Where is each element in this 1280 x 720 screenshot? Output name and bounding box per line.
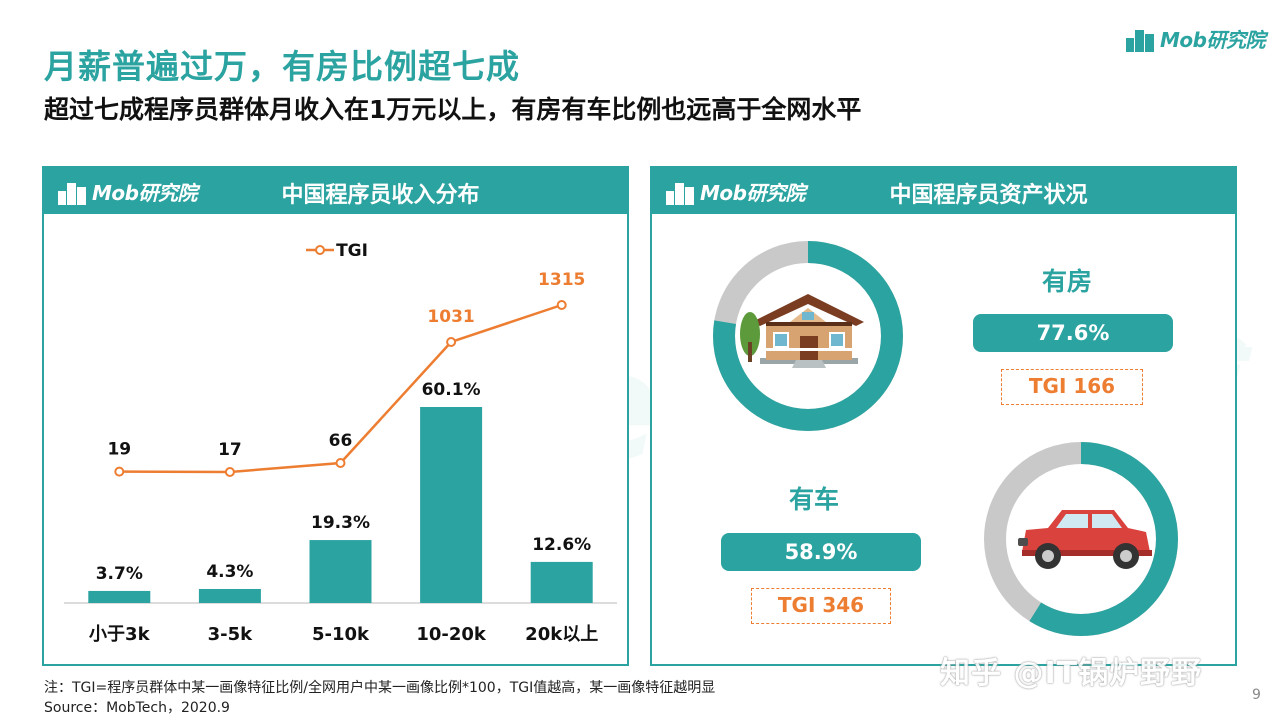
legend-label: TGI (336, 241, 368, 261)
car-tgi-box: TGI 346 (751, 588, 891, 624)
tgi-point-0 (114, 466, 125, 477)
bar-label-3: 60.1% (422, 380, 481, 400)
car-icon (1018, 510, 1152, 569)
car-value-pill: 58.9% (721, 533, 921, 571)
car-donut (984, 442, 1178, 636)
bar-4 (530, 561, 593, 603)
logo-mark-icon (58, 179, 88, 205)
panel-logo: Mob研究院 (666, 177, 805, 206)
assets-panel-header: Mob研究院 中国程序员资产状况 (652, 168, 1235, 214)
bar-label-4: 12.6% (532, 535, 591, 555)
brand-logo: Mob研究院 (1126, 24, 1265, 53)
logo-mark-icon (666, 179, 696, 205)
x-tick-label-4: 20k以上 (525, 624, 598, 645)
footnote: 注：TGI=程序员群体中某一画像特征比例/全网用户中某一画像比例*100，TGI… (44, 680, 716, 696)
logo-mark-icon (1126, 26, 1156, 52)
assets-panel: Mob研究院 中国程序员资产状况 (650, 166, 1237, 666)
tgi-point-3 (446, 337, 457, 347)
house-donut-arc (713, 241, 903, 431)
bar-label-1: 4.3% (206, 562, 253, 582)
source-text: Source：MobTech，2020.9 (44, 700, 230, 716)
tgi-label-3: 1031 (427, 307, 474, 327)
tgi-point-1 (224, 467, 235, 477)
tgi-label-4: 1315 (538, 270, 585, 290)
bar-label-2: 19.3% (311, 513, 370, 533)
logo-text: Mob研究院 (700, 181, 805, 205)
bar-2 (309, 540, 372, 603)
page-number: 9 (1252, 687, 1261, 703)
x-tick-label-2: 5-10k (312, 624, 370, 645)
house-value-pill: 77.6% (973, 314, 1173, 352)
house-donut (713, 241, 903, 431)
tgi-label-1: 17 (218, 440, 242, 460)
bar-0 (88, 590, 151, 603)
overlay-watermark: 知乎 @IT锅炉野野 (940, 656, 1203, 691)
bar-1 (198, 588, 261, 603)
tgi-label-0: 19 (107, 440, 131, 460)
house-icon (740, 294, 864, 368)
bar-label-0: 3.7% (96, 564, 143, 584)
tgi-point-2 (335, 458, 346, 468)
panel-logo: Mob研究院 (58, 177, 197, 206)
tgi-point-4 (556, 300, 567, 310)
income-chart: TGI 3.7% 小于3k 4.3% 3-5k 19.3% 5-10k 60.1% 10-20k… (64, 241, 617, 645)
x-tick-label-3: 10-20k (416, 624, 487, 645)
x-tick-label-0: 小于3k (89, 624, 151, 645)
income-panel-title: 中国程序员收入分布 (281, 183, 480, 208)
tgi-label-2: 66 (329, 431, 353, 451)
house-label: 有房 (1042, 267, 1093, 296)
page-title: 月薪普遍过万，有房比例超七成 (44, 47, 520, 86)
x-tick-label-1: 3-5k (208, 624, 254, 645)
bar-3 (420, 407, 483, 603)
logo-text: Mob研究院 (1160, 28, 1265, 52)
logo-text: Mob研究院 (92, 181, 197, 205)
house-tgi-box: TGI 166 (1001, 369, 1143, 405)
legend-marker (315, 245, 325, 255)
page-subtitle: 超过七成程序员群体月收入在1万元以上，有房有车比例也远高于全网水平 (44, 95, 862, 124)
car-donut-arc (984, 442, 1178, 636)
car-label: 有车 (789, 485, 840, 514)
assets-panel-title: 中国程序员资产状况 (889, 183, 1088, 208)
income-panel-header: Mob研究院 中国程序员收入分布 (44, 168, 627, 214)
